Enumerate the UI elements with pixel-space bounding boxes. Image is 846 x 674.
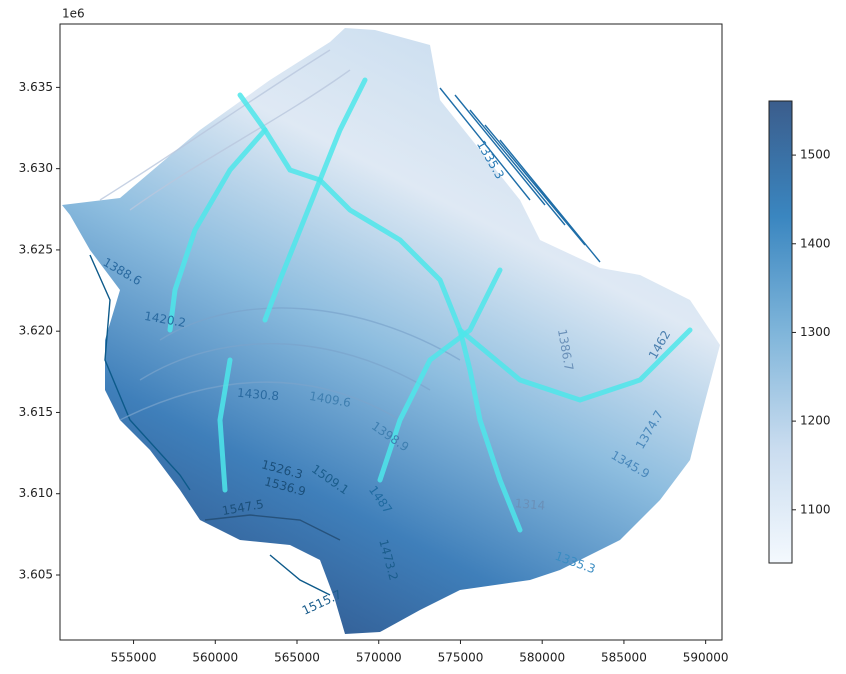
- colorbar-tick-label: 1200: [800, 414, 831, 428]
- x-tick-label: 570000: [356, 651, 402, 665]
- x-tick-label: 565000: [274, 651, 320, 665]
- y-tick-label: 3.605: [19, 567, 53, 581]
- x-tick-label: 590000: [683, 651, 729, 665]
- colorbar-tick-label: 1500: [800, 148, 831, 162]
- x-tick-label: 575000: [438, 651, 484, 665]
- colorbar: [768, 100, 793, 564]
- y-tick-label: 3.635: [19, 80, 53, 94]
- y-tick-label: 3.620: [19, 324, 53, 338]
- x-tick-label: 555000: [111, 651, 157, 665]
- contour-label: 1314: [514, 496, 546, 513]
- contour-label: 1515.7: [300, 587, 344, 617]
- offset-text: 1e6: [62, 7, 85, 21]
- x-tick-label: 560000: [192, 651, 238, 665]
- colorbar-tick-label: 1100: [800, 502, 831, 516]
- map: [62, 28, 720, 634]
- colorbar-tick-label: 1300: [800, 325, 831, 339]
- y-tick-label: 3.610: [19, 486, 53, 500]
- x-tick-label: 580000: [519, 651, 565, 665]
- y-tick-label: 3.630: [19, 161, 53, 175]
- axes-frame: [59, 23, 723, 641]
- y-tick-label: 3.625: [19, 242, 53, 256]
- y-tick-label: 3.615: [19, 405, 53, 419]
- x-tick-label: 585000: [601, 651, 647, 665]
- colorbar-tick-label: 1400: [800, 236, 831, 250]
- streams: [167, 77, 693, 533]
- contour-lines: [89, 49, 601, 596]
- contour-label: 1430.8: [237, 386, 280, 404]
